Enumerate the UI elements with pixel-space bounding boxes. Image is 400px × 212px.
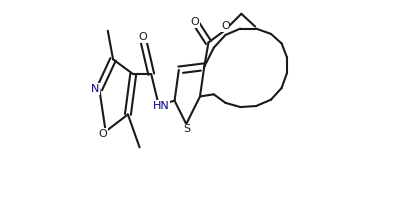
Text: N: N (91, 84, 100, 94)
Text: O: O (190, 17, 199, 27)
Text: HN: HN (153, 101, 170, 111)
Text: O: O (221, 21, 230, 31)
Text: O: O (138, 32, 147, 42)
Text: S: S (184, 124, 191, 134)
Text: O: O (98, 128, 107, 139)
